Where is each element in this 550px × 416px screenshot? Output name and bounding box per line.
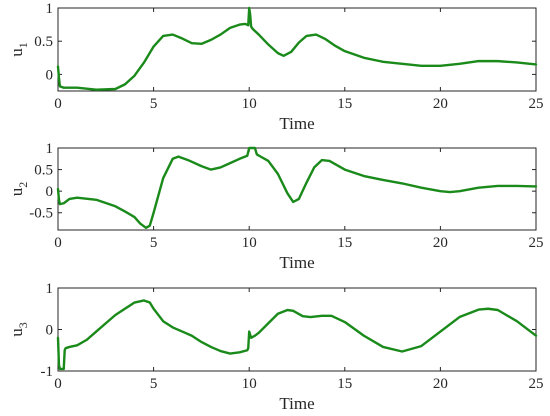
y-tick-label: -1 xyxy=(41,364,54,380)
x-axis-title: Time xyxy=(279,253,314,272)
y-axis-title-main: u xyxy=(7,187,26,196)
x-tick-label: 15 xyxy=(337,376,352,392)
plot-area-frame xyxy=(57,287,537,372)
y-axis-title: u3 xyxy=(7,322,30,337)
x-tick-label: 25 xyxy=(529,96,544,112)
x-axis-title: Time xyxy=(279,394,314,413)
plot-area-frame xyxy=(57,7,537,92)
y-axis-title-main: u xyxy=(7,328,26,337)
x-tick-label: 20 xyxy=(433,376,448,392)
x-tick-label: 5 xyxy=(150,235,158,251)
x-tick-label: 5 xyxy=(150,376,158,392)
y-axis-title-subscript: 2 xyxy=(16,182,30,188)
x-tick-label: 25 xyxy=(529,376,544,392)
x-tick-label: 10 xyxy=(242,235,257,251)
x-tick-label: 20 xyxy=(433,235,448,251)
y-axis-title: u2 xyxy=(7,182,30,197)
x-tick-label: 10 xyxy=(242,96,257,112)
y-axis-title-main: u xyxy=(7,48,26,57)
x-tick-label: 15 xyxy=(337,96,352,112)
x-tick-label: 15 xyxy=(337,235,352,251)
y-tick-label: 0.5 xyxy=(34,34,53,50)
y-tick-label: 0 xyxy=(46,323,54,339)
y-tick-label: -0.5 xyxy=(29,206,53,222)
y-tick-label: 1 xyxy=(46,1,54,17)
x-tick-label: 0 xyxy=(54,376,62,392)
x-axis-title: Time xyxy=(279,114,314,133)
y-tick-label: 1 xyxy=(46,141,54,157)
y-tick-label: 0 xyxy=(46,67,54,83)
y-tick-label: 1 xyxy=(46,281,54,297)
x-tick-label: 5 xyxy=(150,96,158,112)
x-tick-label: 0 xyxy=(54,235,62,251)
x-tick-label: 25 xyxy=(529,235,544,251)
series-line-u1 xyxy=(56,6,538,91)
y-tick-label: 0 xyxy=(46,184,54,200)
y-axis-title-subscript: 3 xyxy=(16,322,30,328)
y-tick-label: 0.5 xyxy=(34,163,53,179)
series-line-u3 xyxy=(56,299,538,371)
y-axis-title: u1 xyxy=(7,42,30,57)
x-tick-label: 20 xyxy=(433,96,448,112)
y-axis-title-subscript: 1 xyxy=(16,42,30,48)
x-tick-label: 0 xyxy=(54,96,62,112)
x-tick-label: 10 xyxy=(242,376,257,392)
series-line-u2 xyxy=(56,146,538,230)
plot-area-frame xyxy=(57,147,537,231)
